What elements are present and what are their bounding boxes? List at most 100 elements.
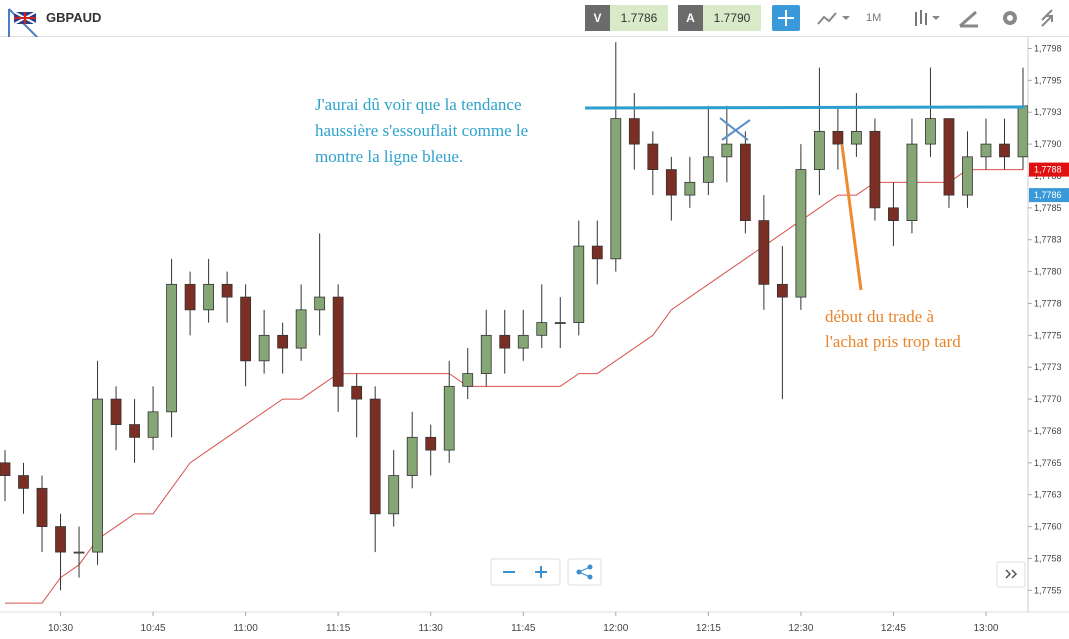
symbol[interactable]: GBPAUD (46, 10, 102, 25)
y-tick-label: 1,7778 (1034, 298, 1062, 308)
candle-body (591, 245, 603, 260)
x-tick-label: 11:15 (326, 623, 351, 634)
x-tick-label: 10:30 (48, 623, 73, 634)
y-tick-label: 1,7773 (1034, 362, 1062, 372)
annotation-text: début du trade à (825, 307, 934, 326)
drawn-line (840, 144, 863, 291)
x-tick-label: 13:00 (973, 623, 998, 634)
candle-body (517, 334, 529, 349)
candle-body (999, 143, 1010, 158)
annotation-text: haussière s'essouflait comme le (315, 121, 528, 140)
plot-area (0, 42, 1028, 604)
candle-body (814, 130, 825, 170)
y-tick-label: 1,7795 (1034, 75, 1062, 85)
y-tick-label: 1,7770 (1034, 394, 1062, 404)
moving-average (5, 169, 1023, 604)
candle-body (295, 309, 307, 349)
candle-body (628, 118, 640, 145)
candle-body (240, 296, 252, 362)
x-tick-label: 12:15 (696, 623, 721, 634)
price-tag (1029, 188, 1069, 203)
candle-body (610, 118, 622, 260)
annotation-text: montre la ligne bleue. (315, 147, 463, 166)
ask-price[interactable]: 1.7790 (703, 5, 761, 31)
candle-body (925, 118, 936, 145)
y-tick-label: 1,7765 (1034, 458, 1062, 468)
y-tick-label: 1,7768 (1034, 426, 1062, 436)
candle-body (443, 385, 455, 451)
candle-body (55, 526, 66, 553)
candle-body (980, 143, 992, 158)
toolbar-icons[interactable] (770, 0, 1069, 37)
y-tick-label: 1,7793 (1034, 107, 1062, 117)
candle-body (647, 143, 659, 170)
y-tick-label: 1,7783 (1034, 235, 1062, 245)
price-tag-label: 1,7788 (1034, 165, 1062, 175)
candle-body (147, 411, 159, 438)
price-tag (1029, 162, 1069, 177)
candle-body (943, 118, 955, 196)
candle-body (258, 334, 270, 362)
y-tick-label: 1,7758 (1034, 553, 1062, 563)
candle-body (203, 283, 215, 311)
candle-body (18, 475, 29, 489)
candle-body (832, 130, 844, 145)
candle-body (702, 156, 714, 183)
toolbar: GBPAUD V 1.7786 A 1.7790 1M (0, 0, 1069, 37)
candle-body (314, 296, 326, 311)
x-tick-label: 12:00 (603, 623, 628, 634)
x-tick-label: 10:45 (141, 623, 166, 634)
ask-label: A (678, 5, 703, 31)
candle-body (351, 385, 363, 400)
candle-body (369, 398, 381, 515)
candle-body (388, 475, 400, 515)
candle-body (277, 334, 289, 349)
candle-body (129, 424, 140, 438)
y-tick-label: 1,7790 (1034, 139, 1062, 149)
candle-body (573, 245, 585, 323)
candle-body (776, 283, 788, 298)
y-tick-label: 1,7780 (1034, 267, 1062, 277)
candle-body (221, 283, 233, 298)
candle-body (906, 143, 918, 221)
drawn-line (584, 105, 1026, 110)
candle-body (554, 322, 566, 324)
candle-body (332, 296, 344, 387)
candle-body (0, 462, 11, 476)
bid-price[interactable]: 1.7786 (610, 5, 668, 31)
candle-body (665, 169, 677, 196)
y-tick-label: 1,7785 (1034, 203, 1062, 213)
timeframe[interactable]: 1M (866, 12, 882, 24)
candle-body (739, 143, 751, 221)
candle-body (536, 322, 548, 336)
annotation-text: l'achat pris trop tard (825, 332, 961, 351)
candle-body (795, 169, 807, 298)
candle-body (758, 220, 770, 285)
annotations-layer (584, 105, 1026, 291)
candle-body (684, 181, 696, 196)
bid-label: V (585, 5, 610, 31)
candle-body (36, 487, 48, 527)
x-tick-label: 12:45 (881, 623, 906, 634)
zoom-controls[interactable] (490, 558, 1026, 588)
candle-body (184, 283, 196, 311)
annotation-text: J'aurai dû voir que la tendance (315, 95, 522, 114)
y-tick-label: 1,7763 (1034, 490, 1062, 500)
logo (8, 8, 39, 37)
candle-body (480, 334, 492, 374)
candle-body (1017, 105, 1028, 158)
x-tick-label: 11:45 (511, 623, 536, 634)
candle-body (962, 156, 973, 196)
drawn-cross (721, 119, 751, 141)
candle-body (92, 398, 103, 553)
candle-body (888, 207, 899, 221)
candle-body (425, 436, 437, 451)
drawn-cross (719, 117, 749, 141)
y-tick-label: 1,7760 (1034, 522, 1062, 532)
x-tick-label: 11:30 (419, 623, 444, 634)
y-tick-label: 1,7755 (1034, 585, 1062, 595)
candle-body (462, 373, 474, 387)
chart: 1,7755 1,7758 1,7760 1,7763 1,7765 1,7768 1,77… (0, 37, 1069, 634)
price-tag-label: 1,7786 (1034, 190, 1062, 200)
